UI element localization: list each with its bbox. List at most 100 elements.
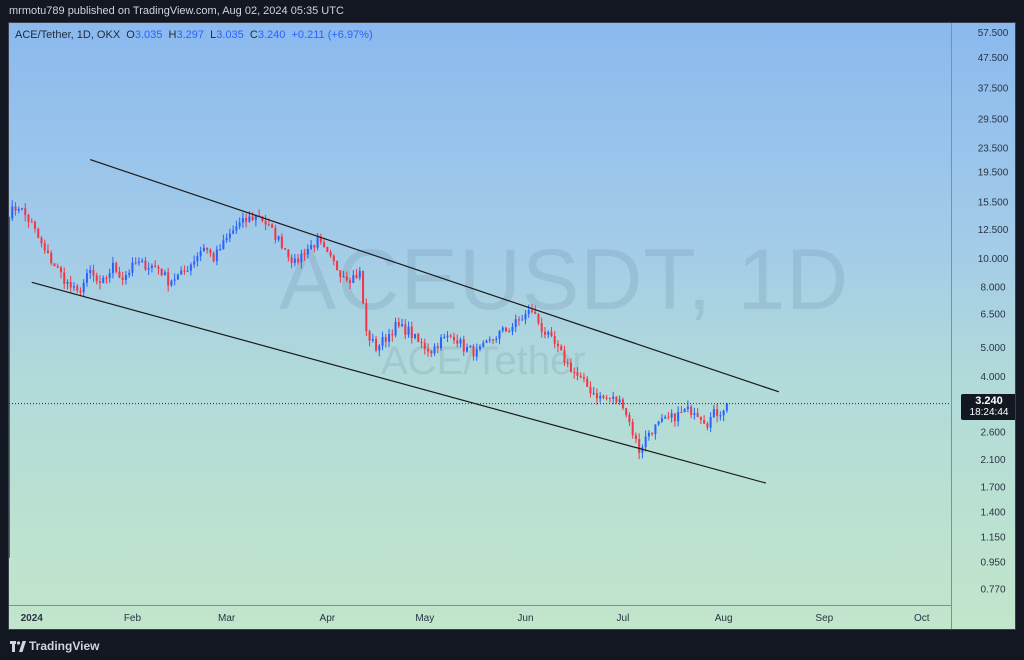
candle-body [453,336,456,341]
legend-l-value: 3.035 [216,29,244,41]
candle-body [521,319,524,321]
candle-body [121,277,124,280]
candle-body [277,236,280,240]
candle-body [569,362,572,373]
y-tick-label: 2.600 [980,428,1005,439]
candle-body [349,280,352,284]
candle-body [63,272,66,284]
candle-body [498,330,501,339]
candle-body [530,310,533,312]
y-tick-label: 37.500 [978,83,1009,94]
legend-h-value: 3.297 [176,29,204,41]
candle-body [186,270,189,272]
candle-body [651,432,654,435]
candle-body [582,377,585,379]
candle-body [316,237,319,248]
candle-body [66,282,69,284]
candle-body [566,362,569,364]
candle-body [673,413,676,422]
plot-area[interactable] [9,23,951,629]
candle-body [219,249,222,251]
candle-body [365,303,368,332]
candle-body [238,222,241,227]
trendline-lower [31,281,767,484]
bar-countdown: 18:24:44 [969,406,1009,418]
candle-body [355,275,358,278]
candle-body [212,253,215,262]
candle-body [37,228,40,238]
tradingview-brand: TradingView [29,639,100,653]
candle-body [342,276,345,278]
candle-body [446,335,449,337]
candle-body [352,275,355,284]
candle-body [709,416,712,428]
candle-body [79,290,82,293]
candle-body [131,262,134,273]
trendline-upper [90,159,780,393]
y-tick-label: 23.500 [978,144,1009,155]
chart-frame[interactable]: ACEUSDT, 1D ACE/Tether 57.50047.50037.50… [8,22,1016,630]
candle-body [465,347,469,352]
candle-body [209,249,212,254]
candle-body [274,227,277,240]
candle-body [306,248,309,255]
candle-body [85,273,88,283]
candle-body [384,337,387,342]
candle-body [137,261,140,263]
candle-body [391,334,394,336]
candle-body [508,331,511,333]
x-tick-label: Mar [218,613,236,624]
candle-body [254,215,257,220]
legend-symbol: ACE/Tether, 1D, OKX [15,29,121,41]
candle-body [478,346,482,350]
y-tick-label: 0.950 [980,557,1005,568]
candle-body [397,322,400,327]
candle-body [154,265,157,267]
candle-body [394,322,397,336]
candle-body [147,267,150,270]
candle-body [115,262,118,272]
candle-body [599,395,602,399]
price-axis[interactable] [951,23,1015,629]
x-tick-label: Sep [815,613,833,624]
candle-body [449,335,452,337]
candle-body [388,334,391,342]
candle-body [368,331,371,341]
candle-body [693,413,696,415]
candle-body [280,236,283,249]
candle-body [284,248,287,250]
y-tick-label: 19.500 [978,168,1009,179]
candle-body [719,415,722,417]
candle-body [560,346,563,351]
tradingview-logo[interactable]: TradingView [10,638,99,654]
candle-body [586,378,589,387]
candle-body [628,414,631,423]
candle-body [235,226,238,231]
candle-body [258,215,261,217]
candle-body [297,258,300,263]
candle-body [712,409,715,417]
candle-body [215,249,218,262]
candle-body [287,249,290,258]
candle-body [9,218,11,223]
candle-body [427,348,430,352]
candle-body [514,319,517,327]
candle-body [677,412,680,422]
candle-body [362,270,365,304]
candle-body [550,331,553,336]
candle-body [332,255,335,262]
candle-body [573,372,576,374]
x-tick-label: May [415,613,434,624]
candle-body [511,326,514,332]
candle-body [111,262,114,274]
candle-body [381,337,384,346]
candle-body [17,209,20,211]
candle-body [183,270,186,272]
candle-body [401,324,404,327]
legend-h-label: H [168,29,177,41]
candle-body [608,397,611,399]
candle-body [495,338,498,340]
candle-body [30,221,33,223]
candle-body [199,251,202,257]
last-price-tag: 3.240 18:24:44 [961,393,1015,420]
